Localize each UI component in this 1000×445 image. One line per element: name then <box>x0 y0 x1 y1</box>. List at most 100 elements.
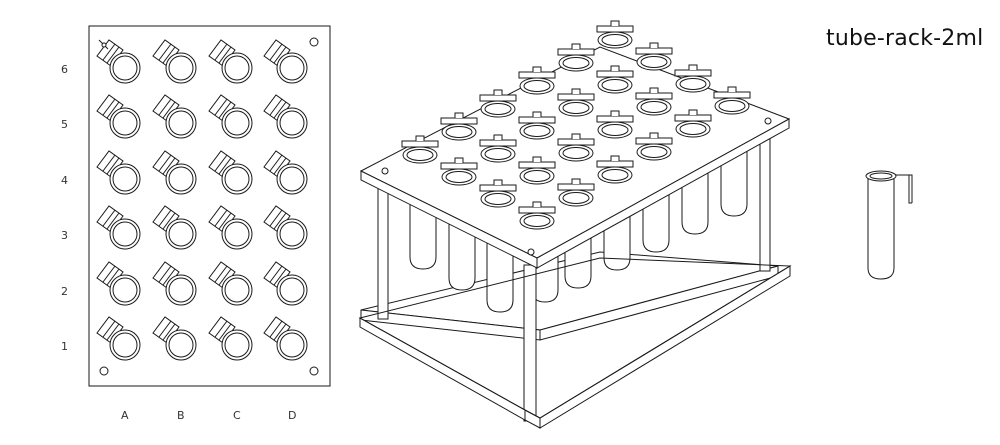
well-outer <box>276 107 308 139</box>
cap-hinge <box>440 162 478 170</box>
cap-tab-detail <box>214 265 232 286</box>
well-rim-inner <box>601 79 629 91</box>
cap-tab-detail <box>214 43 232 64</box>
well-outer <box>165 163 197 195</box>
row-label: 6 <box>61 63 68 76</box>
corner-hole-top-right <box>309 37 319 47</box>
row-label: 3 <box>61 229 68 242</box>
cap-tab-detail <box>214 209 232 230</box>
well-inner <box>168 277 194 303</box>
cap-tab-detail <box>158 154 176 175</box>
well-rim-inner <box>484 103 512 115</box>
cap-tab-detail <box>158 43 176 64</box>
well-outer <box>276 163 308 195</box>
plan-well <box>96 261 141 306</box>
cap-hinge-tab <box>727 86 737 92</box>
cap-hinge-tab <box>493 89 503 95</box>
plan-well <box>96 205 141 250</box>
column-label: D <box>288 409 296 422</box>
well-outer <box>221 329 253 361</box>
iso-well <box>635 87 673 116</box>
iso-well <box>596 65 634 94</box>
cap-hinge-tab <box>610 20 620 26</box>
well-rim-inner <box>523 170 551 182</box>
well-rim-inner <box>523 215 551 227</box>
well-rim-inner <box>601 34 629 46</box>
well-inner <box>168 166 194 192</box>
leg-front-left <box>377 186 389 320</box>
plan-well <box>152 316 197 361</box>
plan-well <box>263 94 308 139</box>
row-label: 5 <box>61 118 68 131</box>
iso-well <box>557 88 595 117</box>
well-rim-inner <box>718 100 746 112</box>
iso-well <box>557 133 595 162</box>
cap-tab-detail <box>158 265 176 286</box>
iso-well <box>557 43 595 72</box>
top-plate-side <box>536 118 790 269</box>
cap-hinge <box>518 71 556 79</box>
cap-hinge <box>557 183 595 191</box>
well-outer <box>276 52 308 84</box>
column-label: A <box>121 409 129 422</box>
plan-well <box>263 261 308 306</box>
tube-cap-strap <box>895 174 913 204</box>
iso-well <box>401 135 439 164</box>
well-rim-inner <box>484 193 512 205</box>
cap-hinge-tab <box>610 110 620 116</box>
well-outer <box>165 218 197 250</box>
base-top-face <box>358 257 792 419</box>
cap-hinge <box>557 93 595 101</box>
iso-well <box>674 109 712 138</box>
well-rim-inner <box>640 101 668 113</box>
cap-tab-detail <box>214 98 232 119</box>
iso-well <box>479 179 517 208</box>
column-label: C <box>233 409 241 422</box>
cap-hinge <box>635 92 673 100</box>
well-inner <box>224 166 250 192</box>
well-inner <box>224 332 250 358</box>
cap-hinge-tab <box>415 135 425 141</box>
cap-hinge <box>479 94 517 102</box>
well-outer <box>165 274 197 306</box>
plan-well <box>208 94 253 139</box>
well-rim-inner <box>562 192 590 204</box>
row-label: 1 <box>61 340 68 353</box>
cap-tab-detail <box>269 209 287 230</box>
well-inner <box>112 277 138 303</box>
cap-hinge-tab <box>532 156 542 162</box>
cap-hinge <box>596 25 634 33</box>
well-inner <box>112 332 138 358</box>
well-inner <box>224 55 250 81</box>
iso-well <box>440 157 478 186</box>
well-outer <box>221 218 253 250</box>
plan-well <box>208 261 253 306</box>
iso-well <box>479 134 517 163</box>
cap-tab-detail <box>269 265 287 286</box>
cap-hinge <box>557 138 595 146</box>
plan-well <box>263 150 308 195</box>
corner-hole-bottom-right <box>309 366 319 376</box>
cap-hinge-tab <box>571 178 581 184</box>
plan-well <box>152 205 197 250</box>
cap-hinge-tab <box>649 132 659 138</box>
cap-tab-detail <box>102 154 120 175</box>
plan-well <box>208 39 253 84</box>
cap-hinge <box>596 160 634 168</box>
cap-hinge-tab <box>571 88 581 94</box>
well-rim-inner <box>679 78 707 90</box>
well-rim-inner <box>484 148 512 160</box>
well-outer <box>109 107 141 139</box>
cap-hinge <box>674 114 712 122</box>
cap-hinge <box>713 91 751 99</box>
column-labels: A B C D <box>121 409 296 422</box>
well-rim-inner <box>640 56 668 68</box>
iso-well <box>596 20 634 49</box>
cap-hinge-tab <box>688 109 698 115</box>
iso-well <box>518 111 556 140</box>
well-rim-inner <box>601 169 629 181</box>
well-outer <box>165 329 197 361</box>
plan-well <box>152 39 197 84</box>
plan-well <box>152 150 197 195</box>
iso-well <box>596 110 634 139</box>
